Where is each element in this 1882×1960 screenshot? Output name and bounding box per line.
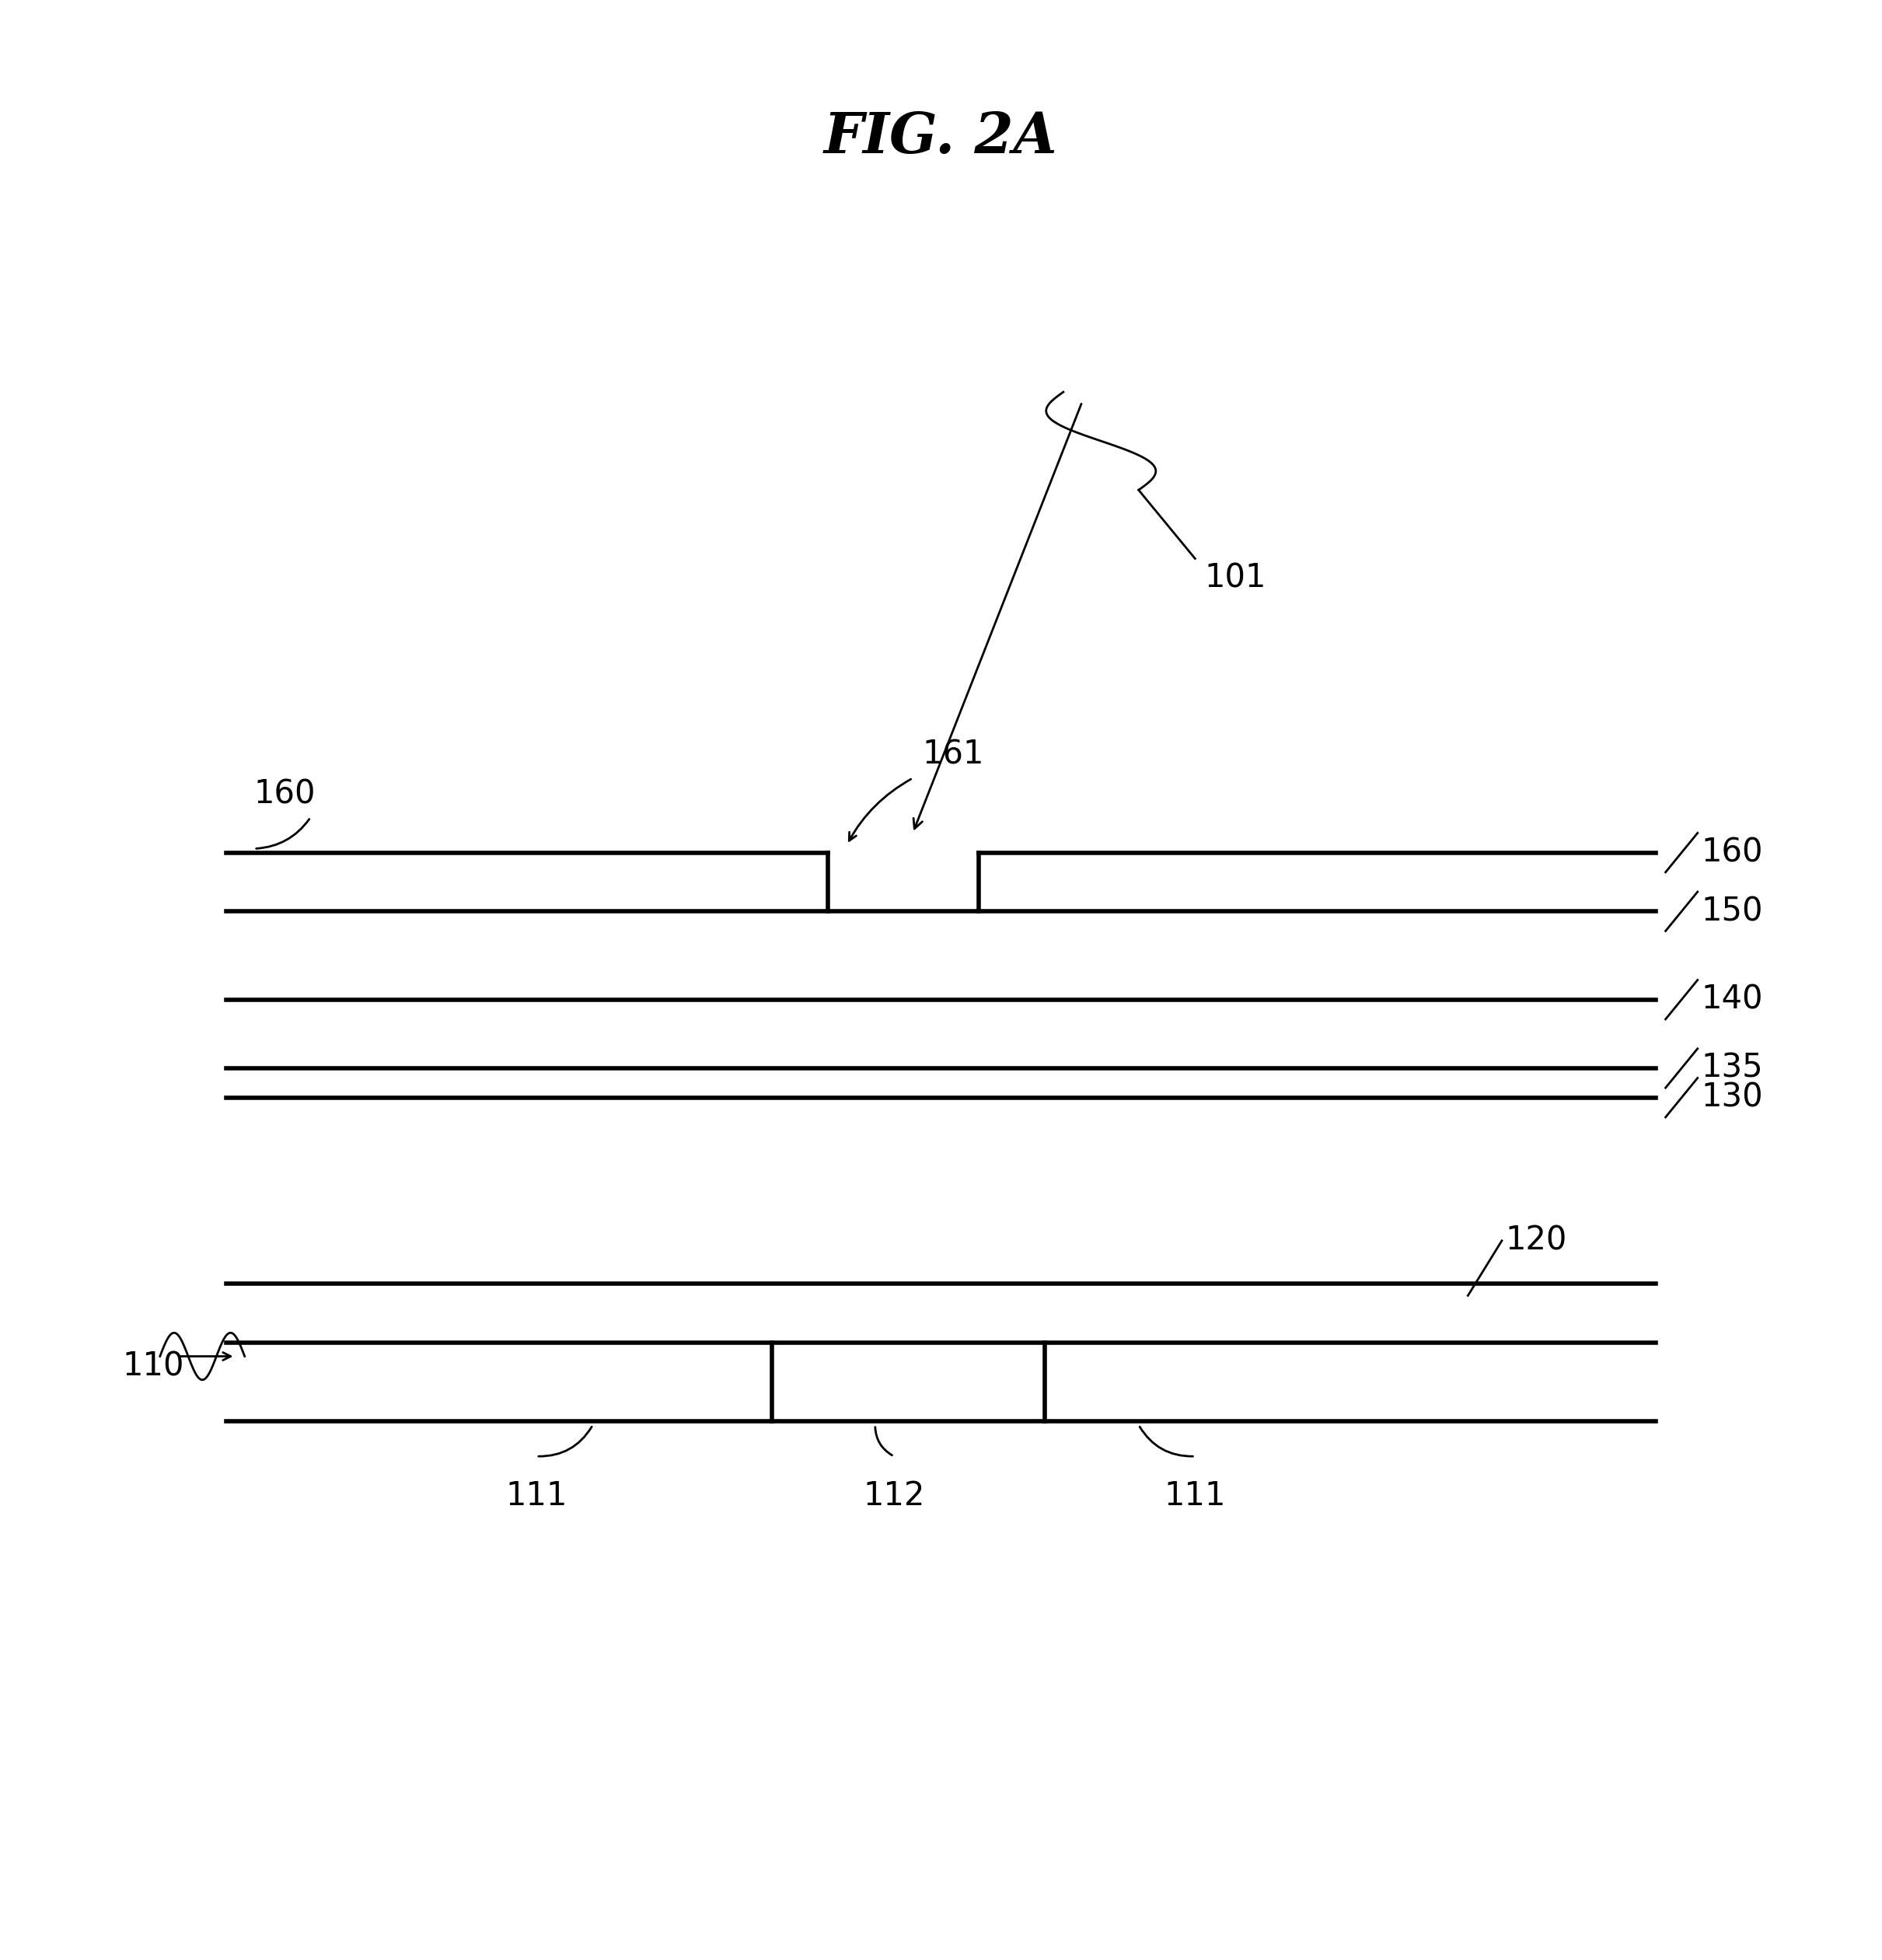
Text: 135: 135 — [1701, 1053, 1763, 1084]
Text: FIG. 2A: FIG. 2A — [824, 110, 1058, 165]
Text: 120: 120 — [1506, 1225, 1568, 1256]
Text: 160: 160 — [1701, 837, 1763, 868]
Text: 111: 111 — [506, 1480, 566, 1513]
Text: 150: 150 — [1701, 896, 1763, 927]
Text: 161: 161 — [922, 739, 984, 770]
Text: 111: 111 — [1165, 1480, 1225, 1513]
Text: 101: 101 — [1204, 563, 1267, 594]
Text: 130: 130 — [1701, 1082, 1763, 1113]
Text: 112: 112 — [864, 1480, 924, 1513]
Text: 140: 140 — [1701, 984, 1763, 1015]
Text: 160: 160 — [254, 778, 316, 809]
Text: 110: 110 — [122, 1350, 184, 1382]
